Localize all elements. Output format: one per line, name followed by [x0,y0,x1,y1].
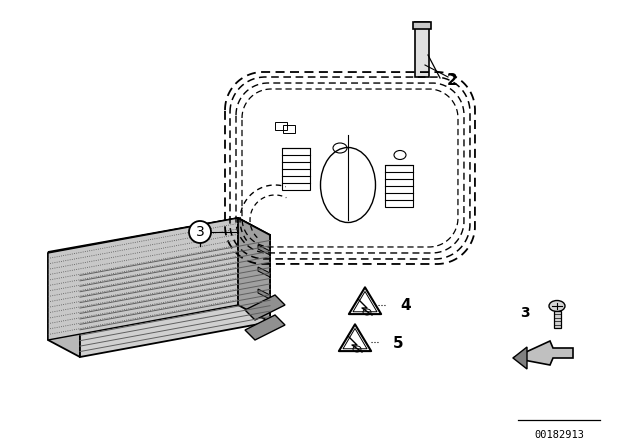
Text: 4: 4 [400,297,411,313]
Polygon shape [80,235,270,357]
Text: 00182913: 00182913 [534,430,584,440]
Polygon shape [349,287,381,314]
Polygon shape [48,218,270,270]
Polygon shape [339,324,371,351]
Polygon shape [48,218,270,270]
Text: 3: 3 [520,306,530,320]
Ellipse shape [549,301,565,311]
Text: 5: 5 [393,336,404,350]
Circle shape [189,221,211,243]
Polygon shape [513,341,573,365]
Text: 3: 3 [196,225,204,239]
Polygon shape [238,218,270,322]
Polygon shape [258,267,270,277]
Polygon shape [258,245,270,255]
Polygon shape [245,295,285,320]
Polygon shape [554,311,561,328]
Polygon shape [245,315,285,340]
Polygon shape [415,22,429,77]
Polygon shape [513,347,527,369]
Polygon shape [258,289,270,299]
Text: 2: 2 [447,73,458,87]
Text: 1: 1 [195,220,205,236]
Polygon shape [413,22,431,29]
Polygon shape [48,218,238,340]
Polygon shape [48,253,80,357]
